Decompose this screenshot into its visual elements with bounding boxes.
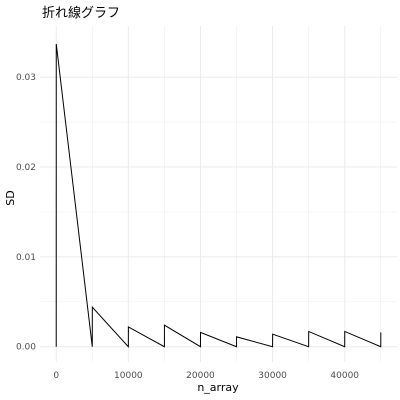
x-tick-label: 0 [53, 371, 59, 381]
y-axis-label: SD [4, 190, 17, 205]
series-line [55, 43, 382, 349]
y-tick-label: 0.02 [16, 163, 36, 173]
x-axis-ticks: 0 10000 20000 30000 40000 [53, 371, 359, 381]
chart-title: 折れ線グラフ [42, 5, 120, 21]
y-axis-ticks: 0.00 0.01 0.02 0.03 [16, 73, 36, 353]
grid [40, 26, 397, 362]
x-tick-label: 40000 [330, 371, 359, 381]
series-layer [55, 43, 382, 349]
x-tick-label: 30000 [258, 371, 287, 381]
x-tick-label: 10000 [114, 371, 143, 381]
y-tick-label: 0.01 [16, 253, 36, 263]
y-tick-label: 0.03 [16, 73, 36, 83]
y-tick-label: 0.00 [16, 343, 36, 353]
x-tick-label: 20000 [186, 371, 215, 381]
x-axis-label: n_array [197, 381, 239, 394]
